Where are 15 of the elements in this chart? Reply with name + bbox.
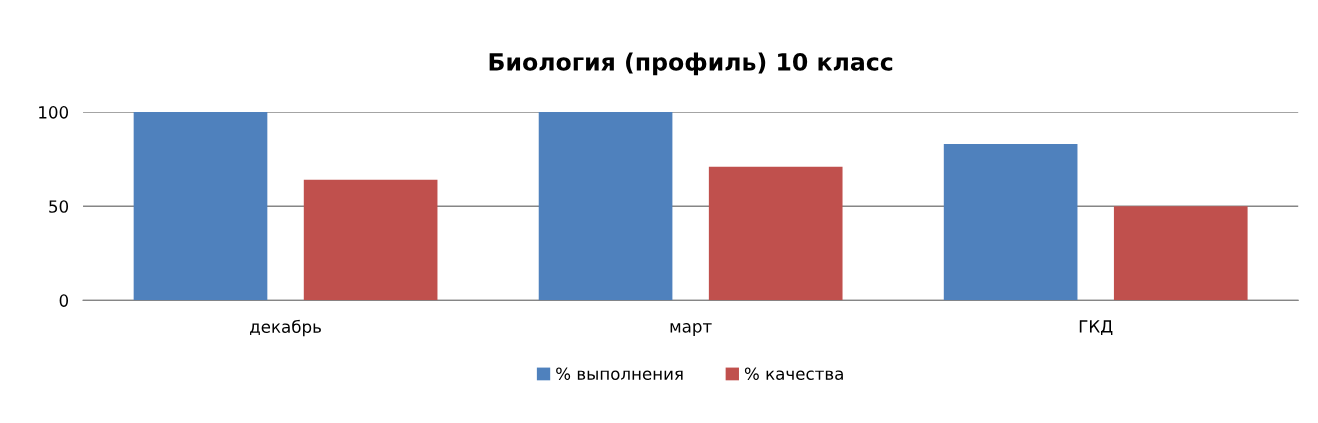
legend-label: % качества <box>744 367 843 380</box>
x-tick-label: ГКД <box>1079 320 1113 336</box>
chart-title: Биология (профиль) 10 класс <box>489 52 893 76</box>
legend-label: % выполнения <box>556 367 683 380</box>
bar <box>708 166 843 301</box>
bar <box>538 112 673 301</box>
bar <box>943 144 1078 301</box>
bar <box>133 112 268 301</box>
bar <box>303 179 438 301</box>
x-tick-label: март <box>670 323 712 336</box>
y-tick-label: 0 <box>59 294 69 307</box>
bar <box>1113 206 1248 301</box>
x-tick-label: декабрь <box>250 319 321 337</box>
y-tick-label: 100 <box>39 106 69 119</box>
y-tick-label: 50 <box>49 200 69 213</box>
